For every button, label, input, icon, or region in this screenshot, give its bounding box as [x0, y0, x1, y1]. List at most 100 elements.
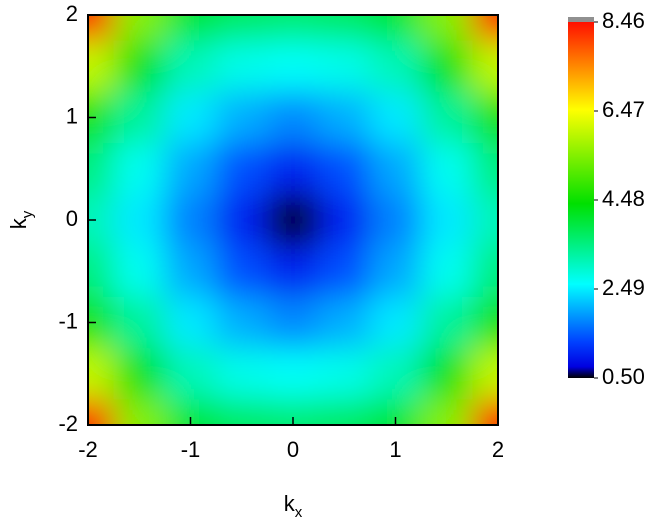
colorbar-tick-label: 2.49 [602, 275, 645, 300]
heat-cell [421, 245, 473, 298]
y-axis-label-base: k [6, 217, 31, 229]
heat-cell [318, 40, 371, 93]
colorbar-tick-label: 6.47 [602, 97, 645, 122]
heat-cell [267, 15, 320, 42]
x-tick-label: 0 [287, 437, 299, 462]
heat-cell [164, 91, 217, 144]
heat-cell [216, 245, 268, 298]
heat-cell [113, 91, 166, 144]
heat-cell [421, 40, 473, 93]
heat-cell [164, 348, 217, 400]
heat-cell [318, 194, 371, 247]
heat-cell [472, 143, 498, 195]
heat-cell [369, 245, 422, 298]
x-tick-label: -2 [78, 437, 98, 462]
heat-cell [113, 348, 166, 400]
heat-cell [369, 348, 422, 400]
heat-cell [421, 143, 473, 195]
heat-cell [369, 40, 422, 93]
heat-cell [164, 40, 217, 93]
y-tick-label: 1 [66, 103, 78, 128]
heat-cell [88, 399, 115, 425]
heat-cell [88, 348, 115, 400]
x-axis-label: kx [284, 491, 303, 521]
heat-cell [472, 348, 498, 400]
heat-cell [421, 15, 473, 42]
heat-cell [267, 194, 320, 247]
heat-cell [472, 399, 498, 425]
colorbar [568, 22, 594, 378]
heat-cell [421, 91, 473, 144]
heat-cell [421, 399, 473, 425]
heat-cell [318, 399, 371, 425]
heat-cell [164, 194, 217, 247]
heat-cell [318, 296, 371, 349]
heat-cell [267, 348, 320, 400]
plot-area [88, 15, 498, 425]
heat-cell [472, 40, 498, 93]
heat-cell [216, 143, 268, 195]
heat-cell [88, 143, 115, 195]
heat-cell [369, 91, 422, 144]
heat-cell [318, 245, 371, 298]
heat-cell [216, 15, 268, 42]
x-axis-label-base: k [284, 491, 296, 516]
heat-cell [369, 194, 422, 247]
heat-cell [88, 245, 115, 298]
colorbar-tick-label: 8.46 [602, 8, 645, 33]
heat-cell [216, 91, 268, 144]
heat-cell [216, 296, 268, 349]
heat-cell [267, 245, 320, 298]
y-axis-label-sub: y [19, 210, 36, 218]
heat-cell [113, 40, 166, 93]
y-tick-label: -1 [58, 308, 78, 333]
x-tick-label: 2 [492, 437, 504, 462]
heat-cell [88, 15, 115, 42]
heat-cell [472, 296, 498, 349]
heat-cell [216, 348, 268, 400]
x-axis-label-sub: x [295, 504, 303, 521]
heat-cell [318, 91, 371, 144]
heat-cell [369, 296, 422, 349]
heat-cell [421, 348, 473, 400]
heat-cell [113, 15, 166, 42]
y-tick-label: -2 [58, 411, 78, 436]
heat-cell [113, 143, 166, 195]
heat-cell [267, 296, 320, 349]
heat-cell [216, 194, 268, 247]
x-tick-label: 1 [389, 437, 401, 462]
heat-cell [369, 143, 422, 195]
heat-cell [216, 40, 268, 93]
colorbar-tick-label: 4.48 [602, 186, 645, 211]
heat-cell [318, 143, 371, 195]
heat-cell [267, 91, 320, 144]
heat-cell [369, 15, 422, 42]
heat-cell [164, 296, 217, 349]
heat-cell [113, 245, 166, 298]
colorbar-cap [568, 17, 594, 22]
heat-cell [472, 245, 498, 298]
heat-cell [472, 91, 498, 144]
heat-cell [88, 40, 115, 93]
heat-cell [267, 143, 320, 195]
y-axis-label: ky [6, 210, 36, 229]
heat-cell [113, 399, 166, 425]
y-tick-label: 2 [66, 1, 78, 26]
heat-cell [88, 91, 115, 144]
heat-cell [421, 194, 473, 247]
heat-cell [164, 143, 217, 195]
heat-cell [113, 194, 166, 247]
heat-cell [216, 399, 268, 425]
heat-cell [472, 15, 498, 42]
colorbar-tick-label: 0.50 [602, 364, 645, 389]
heat-cell [318, 15, 371, 42]
heat-cell [164, 15, 217, 42]
heat-cell [164, 245, 217, 298]
heat-cell [472, 194, 498, 247]
y-tick-label: 0 [66, 206, 78, 231]
heat-cell [113, 296, 166, 349]
heat-cell [318, 348, 371, 400]
x-tick-label: -1 [181, 437, 201, 462]
heatmap [88, 15, 498, 425]
